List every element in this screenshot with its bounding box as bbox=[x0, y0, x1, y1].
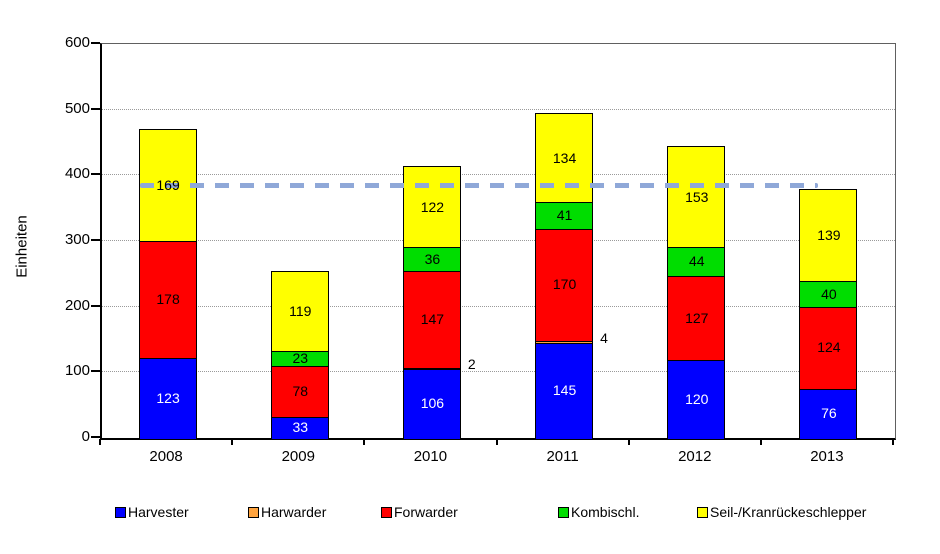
bar-value-label: 119 bbox=[289, 302, 312, 319]
y-tick-mark-500 bbox=[91, 107, 100, 110]
bar-segment-forwarder-2012 bbox=[667, 275, 726, 361]
bar-value-label: 44 bbox=[688, 253, 705, 270]
gridline-500 bbox=[102, 108, 895, 110]
gridline-400 bbox=[102, 174, 895, 176]
gridline-300 bbox=[102, 240, 895, 241]
legend-swatch-icon bbox=[248, 506, 259, 518]
legend-item-seil-kranr-ckeschlepper: Seil-/Kranrückeschlepper bbox=[697, 503, 866, 521]
bar-value-label: 40 bbox=[821, 285, 837, 302]
bar-value-label: 106 bbox=[420, 395, 445, 412]
bar-segment-kombischl--2013 bbox=[799, 279, 858, 309]
bar-segment-seil-kranr-ckeschlepper-2013 bbox=[799, 188, 858, 282]
bar-value-label: 169 bbox=[156, 176, 180, 193]
y-tick-label-300: 300 bbox=[64, 231, 90, 248]
x-tick-mark-0 bbox=[99, 439, 101, 445]
bar-value-label: 139 bbox=[817, 226, 841, 243]
y-tick-mark-100 bbox=[91, 370, 100, 373]
bar-segment-kombischl--2012 bbox=[667, 246, 726, 278]
bar-segment-forwarder-2008 bbox=[138, 239, 197, 359]
x-category-label-2011: 2011 bbox=[546, 448, 579, 465]
legend: Harvester Harwarder Forwarder Kombischl. Sei… bbox=[0, 503, 940, 523]
y-tick-label-500: 500 bbox=[64, 99, 90, 117]
y-tick-mark-600 bbox=[91, 42, 100, 44]
gridline-200 bbox=[102, 305, 895, 307]
legend-swatch-icon bbox=[115, 506, 126, 518]
legend-item-kombischl-: Kombischl. bbox=[558, 503, 639, 521]
bar-segment-harvester-2013 bbox=[799, 387, 858, 440]
bar-value-label: 147 bbox=[420, 310, 445, 327]
bar-value-label: 36 bbox=[424, 250, 441, 267]
legend-swatch-icon bbox=[697, 506, 708, 518]
x-tick-mark-4 bbox=[627, 439, 630, 445]
gridline-100 bbox=[102, 371, 895, 373]
bar-segment-forwarder-2010 bbox=[402, 270, 461, 369]
bar-segment-kombischl--2011 bbox=[535, 201, 594, 231]
plot-area: 123 178 169 33 78 23 119 106 2 147 36 122 145 4 170 41 1… bbox=[100, 43, 896, 440]
bar-value-label: 145 bbox=[552, 382, 577, 399]
legend-item-harvester: Harvester bbox=[115, 503, 189, 521]
bar-value-label: 124 bbox=[817, 339, 841, 356]
legend-label: Harvester bbox=[128, 504, 189, 520]
bar-value-label: 33 bbox=[292, 419, 309, 436]
x-category-label-2008: 2008 bbox=[149, 448, 183, 465]
legend-label: Forwarder bbox=[394, 504, 458, 520]
bar-segment-seil-kranr-ckeschlepper-2010 bbox=[402, 166, 461, 249]
x-tick-mark-1 bbox=[231, 439, 234, 445]
y-tick-mark-0 bbox=[91, 436, 100, 438]
y-tick-label-400: 400 bbox=[64, 165, 90, 183]
bar-value-label: 153 bbox=[685, 188, 709, 205]
bar-value-label: 134 bbox=[552, 149, 577, 166]
legend-label: Harwarder bbox=[261, 504, 327, 520]
x-tick-mark-6 bbox=[892, 439, 894, 445]
legend-label: Kombischl. bbox=[571, 504, 640, 520]
bar-value-label: 120 bbox=[685, 390, 709, 407]
bar-value-label: 170 bbox=[552, 276, 577, 293]
legend-label: Seil-/Kranrückeschlepper bbox=[710, 504, 867, 520]
legend-swatch-icon bbox=[558, 506, 569, 518]
bar-value-label: 123 bbox=[156, 389, 180, 406]
bar-value-label: 122 bbox=[420, 198, 445, 215]
bar-value-label: 76 bbox=[821, 405, 837, 422]
y-tick-mark-400 bbox=[91, 173, 100, 176]
x-category-label-2009: 2009 bbox=[281, 448, 315, 465]
y-tick-label-0: 0 bbox=[81, 428, 90, 445]
bar-value-label: 178 bbox=[156, 290, 180, 307]
x-tick-mark-2 bbox=[363, 439, 366, 445]
bar-segment-seil-kranr-ckeschlepper-2011 bbox=[535, 113, 594, 204]
x-category-label-2012: 2012 bbox=[678, 448, 712, 465]
y-tick-mark-300 bbox=[91, 239, 100, 241]
bar-segment-seil-kranr-ckeschlepper-2009 bbox=[270, 271, 329, 352]
bar-segment-harvester-2012 bbox=[667, 358, 726, 440]
x-category-label-2013: 2013 bbox=[810, 448, 844, 465]
bar-value-label: 41 bbox=[556, 207, 573, 224]
legend-item-harwarder: Harwarder bbox=[248, 503, 326, 521]
legend-item-forwarder: Forwarder bbox=[381, 503, 458, 521]
bar-value-annotation: 2 bbox=[467, 355, 476, 372]
bar-segment-forwarder-2011 bbox=[535, 228, 594, 342]
x-tick-mark-3 bbox=[495, 439, 498, 445]
y-tick-mark-200 bbox=[91, 304, 100, 307]
x-tick-mark-5 bbox=[759, 439, 762, 445]
y-axis-title: Einheiten bbox=[13, 215, 31, 278]
bar-segment-forwarder-2009 bbox=[270, 364, 329, 418]
bar-value-label: 127 bbox=[685, 309, 709, 326]
bar-segment-seil-kranr-ckeschlepper-2012 bbox=[667, 145, 726, 249]
legend-swatch-icon bbox=[381, 506, 392, 518]
y-tick-label-200: 200 bbox=[64, 296, 90, 314]
bar-value-label: 78 bbox=[292, 382, 309, 399]
bar-segment-harvester-2010 bbox=[402, 367, 461, 440]
y-tick-label-100: 100 bbox=[64, 362, 90, 380]
reference-line-dashed bbox=[140, 182, 818, 188]
bar-value-label: 23 bbox=[292, 349, 309, 366]
x-category-label-2010: 2010 bbox=[413, 448, 448, 465]
y-tick-label-600: 600 bbox=[64, 34, 90, 51]
bar-segment-forwarder-2013 bbox=[799, 306, 858, 390]
bar-value-annotation: 4 bbox=[600, 329, 608, 346]
